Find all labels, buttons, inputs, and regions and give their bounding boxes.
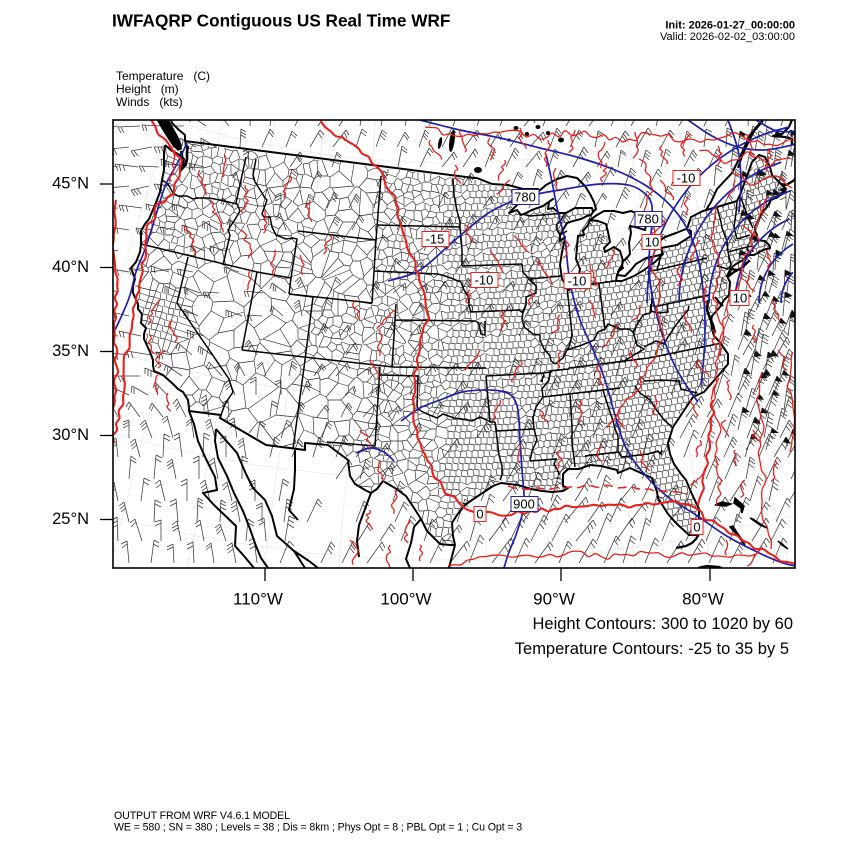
svg-text:-10: -10 xyxy=(475,273,494,288)
svg-text:Temperature Contours: -25 to 3: Temperature Contours: -25 to 35 by 5 xyxy=(515,640,789,658)
svg-text:900: 900 xyxy=(513,497,535,512)
svg-text:100°W: 100°W xyxy=(380,590,431,609)
svg-text:Height (m): Height (m) xyxy=(116,82,179,96)
svg-text:Height Contours: 300 to 1020 b: Height Contours: 300 to 1020 by 60 xyxy=(532,615,793,633)
svg-text:110°W: 110°W xyxy=(233,590,283,609)
svg-text:OUTPUT FROM WRF V4.6.1 MODEL: OUTPUT FROM WRF V4.6.1 MODEL xyxy=(114,810,290,822)
svg-text:25°N: 25°N xyxy=(52,510,89,528)
svg-text:IWFAQRP Contiguous US Real Tim: IWFAQRP Contiguous US Real Time WRF xyxy=(112,11,450,31)
svg-text:80°W: 80°W xyxy=(682,590,724,609)
svg-text:780: 780 xyxy=(514,190,536,205)
svg-text:Winds (kts): Winds (kts) xyxy=(116,95,183,109)
svg-text:Valid: 2026-02-02_03:00:00: Valid: 2026-02-02_03:00:00 xyxy=(660,31,795,43)
svg-text:45°N: 45°N xyxy=(52,175,89,193)
svg-text:40°N: 40°N xyxy=(52,258,89,276)
svg-text:35°N: 35°N xyxy=(52,342,89,360)
svg-text:10: 10 xyxy=(645,235,659,250)
svg-text:0: 0 xyxy=(693,520,700,535)
svg-text:Init: 2026-01-27_00:00:00: Init: 2026-01-27_00:00:00 xyxy=(665,20,795,32)
svg-text:10: 10 xyxy=(733,291,747,306)
svg-text:Temperature (C): Temperature (C) xyxy=(116,69,210,83)
svg-text:90°W: 90°W xyxy=(533,590,575,609)
svg-text:0: 0 xyxy=(476,507,483,522)
svg-text:30°N: 30°N xyxy=(52,426,89,444)
svg-text:780: 780 xyxy=(637,212,659,227)
svg-text:-15: -15 xyxy=(426,232,445,247)
svg-text:-10: -10 xyxy=(677,171,696,186)
svg-text:-10: -10 xyxy=(568,274,587,289)
svg-text:WE = 580 ; SN = 380 ; Levels =: WE = 580 ; SN = 380 ; Levels = 38 ; Dis … xyxy=(114,822,522,834)
